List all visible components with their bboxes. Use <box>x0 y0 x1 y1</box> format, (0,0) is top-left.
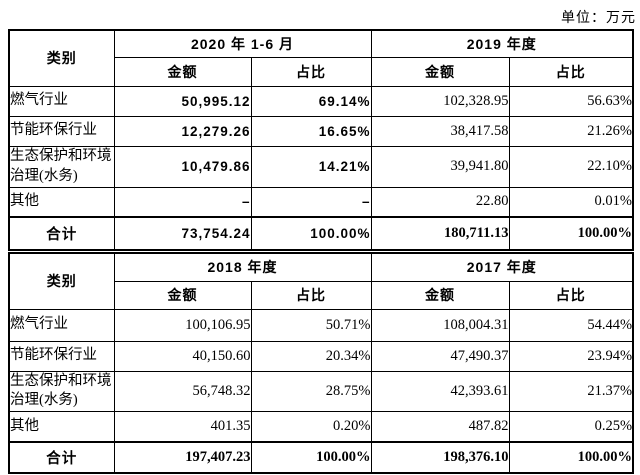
subheader-ratio: 占比 <box>508 280 634 310</box>
ratio-cell: 21.37% <box>508 370 634 412</box>
subheader-ratio: 占比 <box>250 280 372 310</box>
category-header: 类别 <box>8 29 115 87</box>
table-row: 节能环保行业 12,279.26 16.65% 38,417.58 21.26% <box>8 115 634 147</box>
subheader-amount: 金额 <box>370 280 510 310</box>
subheader-ratio: 占比 <box>508 56 634 87</box>
total-row: 合计 197,407.23 100.00% 198,376.10 100.00% <box>8 441 634 474</box>
amount-cell: 102,328.95 <box>370 85 510 117</box>
ratio-cell: 20.34% <box>250 340 372 372</box>
revenue-table-2018-2017: 类别 2018 年度 2017 年度 金额 占比 金额 占比 燃气行业 100,… <box>8 252 635 475</box>
table-row: 燃气行业 50,995.12 69.14% 102,328.95 56.63% <box>8 85 634 117</box>
row-label: 节能环保行业 <box>8 340 115 372</box>
period-header-2018: 2018 年度 <box>113 252 372 282</box>
ratio-cell: 14.21% <box>250 145 372 188</box>
amount-cell: 38,417.58 <box>370 115 510 147</box>
unit-label: 单位：万元 <box>561 11 636 26</box>
row-label: 燃气行业 <box>8 85 115 117</box>
amount-cell: 108,004.31 <box>370 308 510 342</box>
amount-cell: 180,711.13 <box>370 216 510 251</box>
amount-cell: 197,407.23 <box>113 441 252 474</box>
subheader-amount: 金额 <box>113 56 252 87</box>
ratio-cell: 22.10% <box>508 145 634 188</box>
table-row: 节能环保行业 40,150.60 20.34% 47,490.37 23.94% <box>8 340 634 372</box>
ratio-cell: – <box>250 186 372 218</box>
row-label: 生态保护和环境治理(水务) <box>8 370 115 412</box>
ratio-cell: 0.25% <box>508 410 634 443</box>
period-header-2019: 2019 年度 <box>370 29 634 58</box>
ratio-cell: 100.00% <box>508 216 634 251</box>
amount-cell: 42,393.61 <box>370 370 510 412</box>
amount-cell: 56,748.32 <box>113 370 252 412</box>
table-row: 生态保护和环境治理(水务) 56,748.32 28.75% 42,393.61… <box>8 370 634 412</box>
table-row: 生态保护和环境治理(水务) 10,479.86 14.21% 39,941.80… <box>8 145 634 188</box>
subheader-amount: 金额 <box>113 280 252 310</box>
amount-cell: 487.82 <box>370 410 510 443</box>
total-label: 合计 <box>8 441 115 474</box>
period-header-2020h1: 2020 年 1-6 月 <box>113 29 372 58</box>
ratio-cell: 23.94% <box>508 340 634 372</box>
ratio-cell: 50.71% <box>250 308 372 342</box>
ratio-cell: 69.14% <box>250 85 372 117</box>
amount-cell: 10,479.86 <box>113 145 252 188</box>
total-row: 合计 73,754.24 100.00% 180,711.13 100.00% <box>8 216 634 251</box>
subheader-ratio: 占比 <box>250 56 372 87</box>
row-label: 燃气行业 <box>8 308 115 342</box>
row-label: 节能环保行业 <box>8 115 115 147</box>
row-label: 生态保护和环境治理(水务) <box>8 145 115 188</box>
amount-cell: 401.35 <box>113 410 252 443</box>
category-header: 类别 <box>8 252 115 310</box>
ratio-cell: 54.44% <box>508 308 634 342</box>
table-row: 其他 – – 22.80 0.01% <box>8 186 634 218</box>
row-label: 其他 <box>8 410 115 443</box>
table-row: 其他 401.35 0.20% 487.82 0.25% <box>8 410 634 443</box>
ratio-cell: 100.00% <box>250 216 372 251</box>
ratio-cell: 100.00% <box>250 441 372 474</box>
amount-cell: 47,490.37 <box>370 340 510 372</box>
amount-cell: 198,376.10 <box>370 441 510 474</box>
amount-cell: 12,279.26 <box>113 115 252 147</box>
ratio-cell: 100.00% <box>508 441 634 474</box>
ratio-cell: 28.75% <box>250 370 372 412</box>
period-header-2017: 2017 年度 <box>370 252 634 282</box>
amount-cell: 39,941.80 <box>370 145 510 188</box>
amount-cell: 100,106.95 <box>113 308 252 342</box>
amount-cell: 22.80 <box>370 186 510 218</box>
amount-cell: – <box>113 186 252 218</box>
ratio-cell: 0.01% <box>508 186 634 218</box>
revenue-table-2020-2019: 类别 2020 年 1-6 月 2019 年度 金额 占比 金额 占比 燃气行业… <box>8 29 635 251</box>
total-label: 合计 <box>8 216 115 251</box>
amount-cell: 50,995.12 <box>113 85 252 117</box>
table-row: 燃气行业 100,106.95 50.71% 108,004.31 54.44% <box>8 308 634 342</box>
ratio-cell: 16.65% <box>250 115 372 147</box>
ratio-cell: 0.20% <box>250 410 372 443</box>
row-label: 其他 <box>8 186 115 218</box>
ratio-cell: 56.63% <box>508 85 634 117</box>
ratio-cell: 21.26% <box>508 115 634 147</box>
amount-cell: 73,754.24 <box>113 216 252 251</box>
subheader-amount: 金额 <box>370 56 510 87</box>
amount-cell: 40,150.60 <box>113 340 252 372</box>
